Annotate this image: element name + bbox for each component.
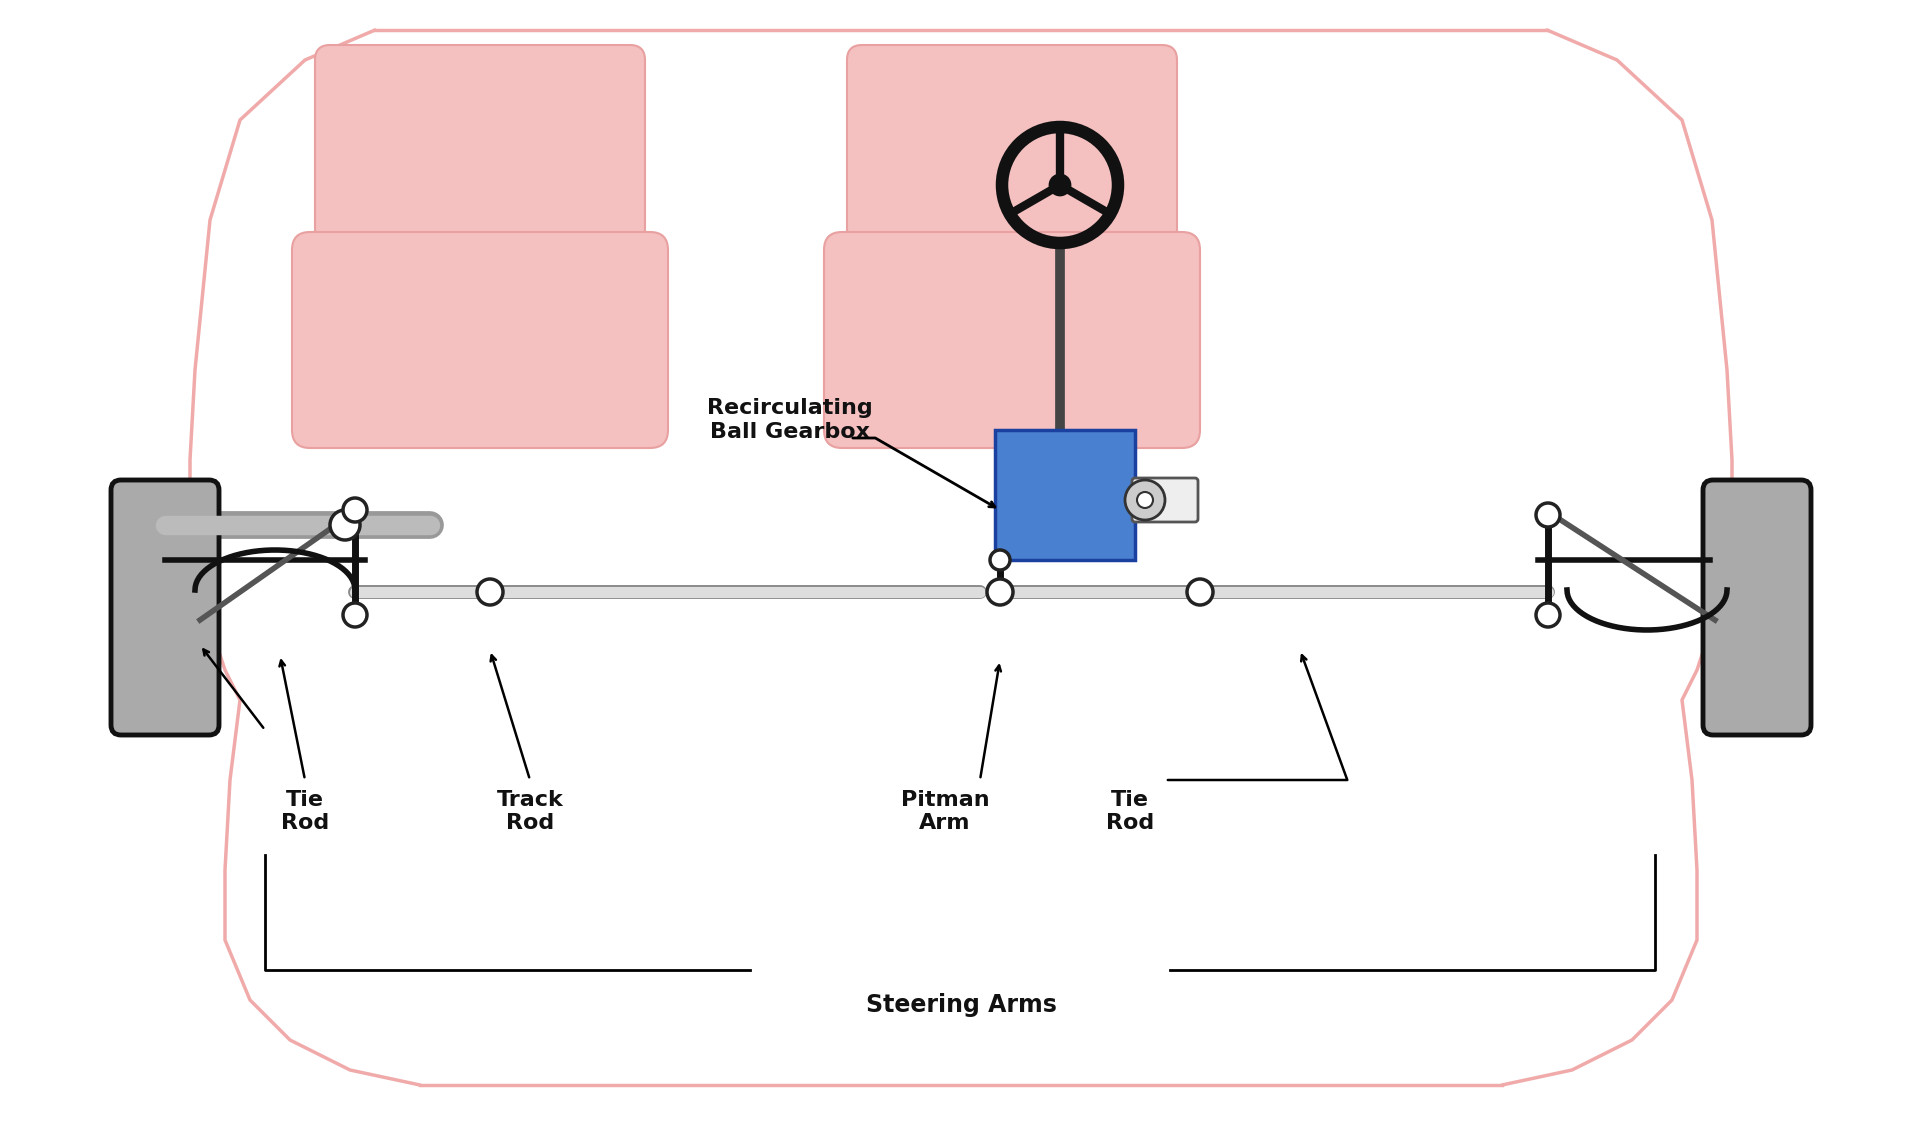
Circle shape <box>988 580 1013 605</box>
Circle shape <box>1188 580 1213 605</box>
Circle shape <box>342 603 367 627</box>
Text: Track
Rod: Track Rod <box>496 790 563 833</box>
FancyBboxPatch shape <box>292 232 669 448</box>
FancyBboxPatch shape <box>1132 478 1197 522</box>
Circle shape <box>1536 603 1561 627</box>
Circle shape <box>477 580 504 605</box>
FancyBboxPatch shape <box>1703 480 1811 735</box>
Circle shape <box>990 550 1009 569</box>
FancyBboxPatch shape <box>848 45 1176 275</box>
Circle shape <box>1124 480 1165 520</box>
Circle shape <box>331 510 359 540</box>
Text: Pitman
Arm: Pitman Arm <box>901 790 990 833</box>
Circle shape <box>1138 492 1153 508</box>
Circle shape <box>1049 175 1071 195</box>
Circle shape <box>342 498 367 522</box>
FancyBboxPatch shape <box>315 45 646 275</box>
Text: Recirculating
Ball Gearbox: Recirculating Ball Gearbox <box>707 398 873 442</box>
Circle shape <box>1536 503 1561 527</box>
FancyBboxPatch shape <box>111 480 219 735</box>
Text: Tie
Rod: Tie Rod <box>281 790 329 833</box>
Text: Steering Arms: Steering Arms <box>865 993 1057 1017</box>
Bar <box>996 430 1136 560</box>
Text: Tie
Rod: Tie Rod <box>1105 790 1153 833</box>
FancyBboxPatch shape <box>825 232 1199 448</box>
